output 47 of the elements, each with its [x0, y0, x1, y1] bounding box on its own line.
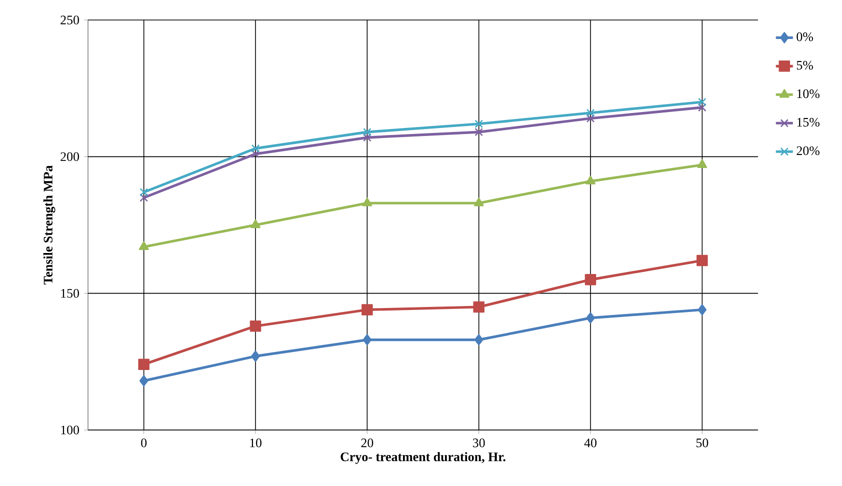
point	[140, 188, 148, 196]
point	[474, 128, 484, 136]
y-tick-label: 100	[61, 426, 80, 434]
point	[586, 312, 595, 324]
point	[698, 98, 706, 106]
point	[698, 304, 707, 316]
x-tick-label: 30	[472, 438, 485, 448]
point	[251, 150, 260, 158]
x-axis-title: Cryo- treatment duration, Hr.	[340, 452, 506, 464]
legend-label: 5%	[796, 60, 814, 70]
point	[696, 254, 708, 266]
y-axis-title: Tensile Strength MPa	[43, 165, 56, 285]
legend-label: 20%	[796, 146, 820, 156]
point	[362, 304, 373, 316]
point	[138, 358, 150, 370]
point	[584, 274, 596, 286]
point	[363, 133, 372, 142]
point	[251, 350, 260, 362]
point	[250, 219, 260, 228]
x-tick-label: 0	[141, 438, 147, 448]
x-tick-label: 50	[696, 438, 708, 448]
point	[362, 198, 372, 206]
x-tick-label: 40	[584, 438, 596, 448]
legend-label: 15%	[797, 118, 820, 127]
point	[139, 375, 148, 386]
point	[362, 334, 372, 346]
point	[138, 241, 149, 250]
point	[140, 193, 148, 202]
legend-label: 10%	[797, 89, 820, 98]
point	[586, 176, 596, 184]
point	[474, 334, 484, 346]
legend-label: 0%	[796, 32, 814, 42]
point	[474, 120, 484, 128]
y-tick-label: 150	[61, 288, 80, 298]
point	[250, 320, 262, 332]
point	[697, 159, 708, 168]
point	[586, 108, 595, 118]
point	[586, 114, 595, 123]
point	[474, 198, 484, 206]
x-tick-label: 10	[250, 438, 262, 448]
point	[363, 128, 372, 136]
point	[473, 301, 484, 313]
x-tick-label: 20	[361, 438, 374, 448]
y-tick-label: 250	[60, 16, 80, 24]
point	[251, 144, 260, 153]
point	[698, 103, 706, 112]
y-tick-label: 200	[60, 152, 80, 162]
